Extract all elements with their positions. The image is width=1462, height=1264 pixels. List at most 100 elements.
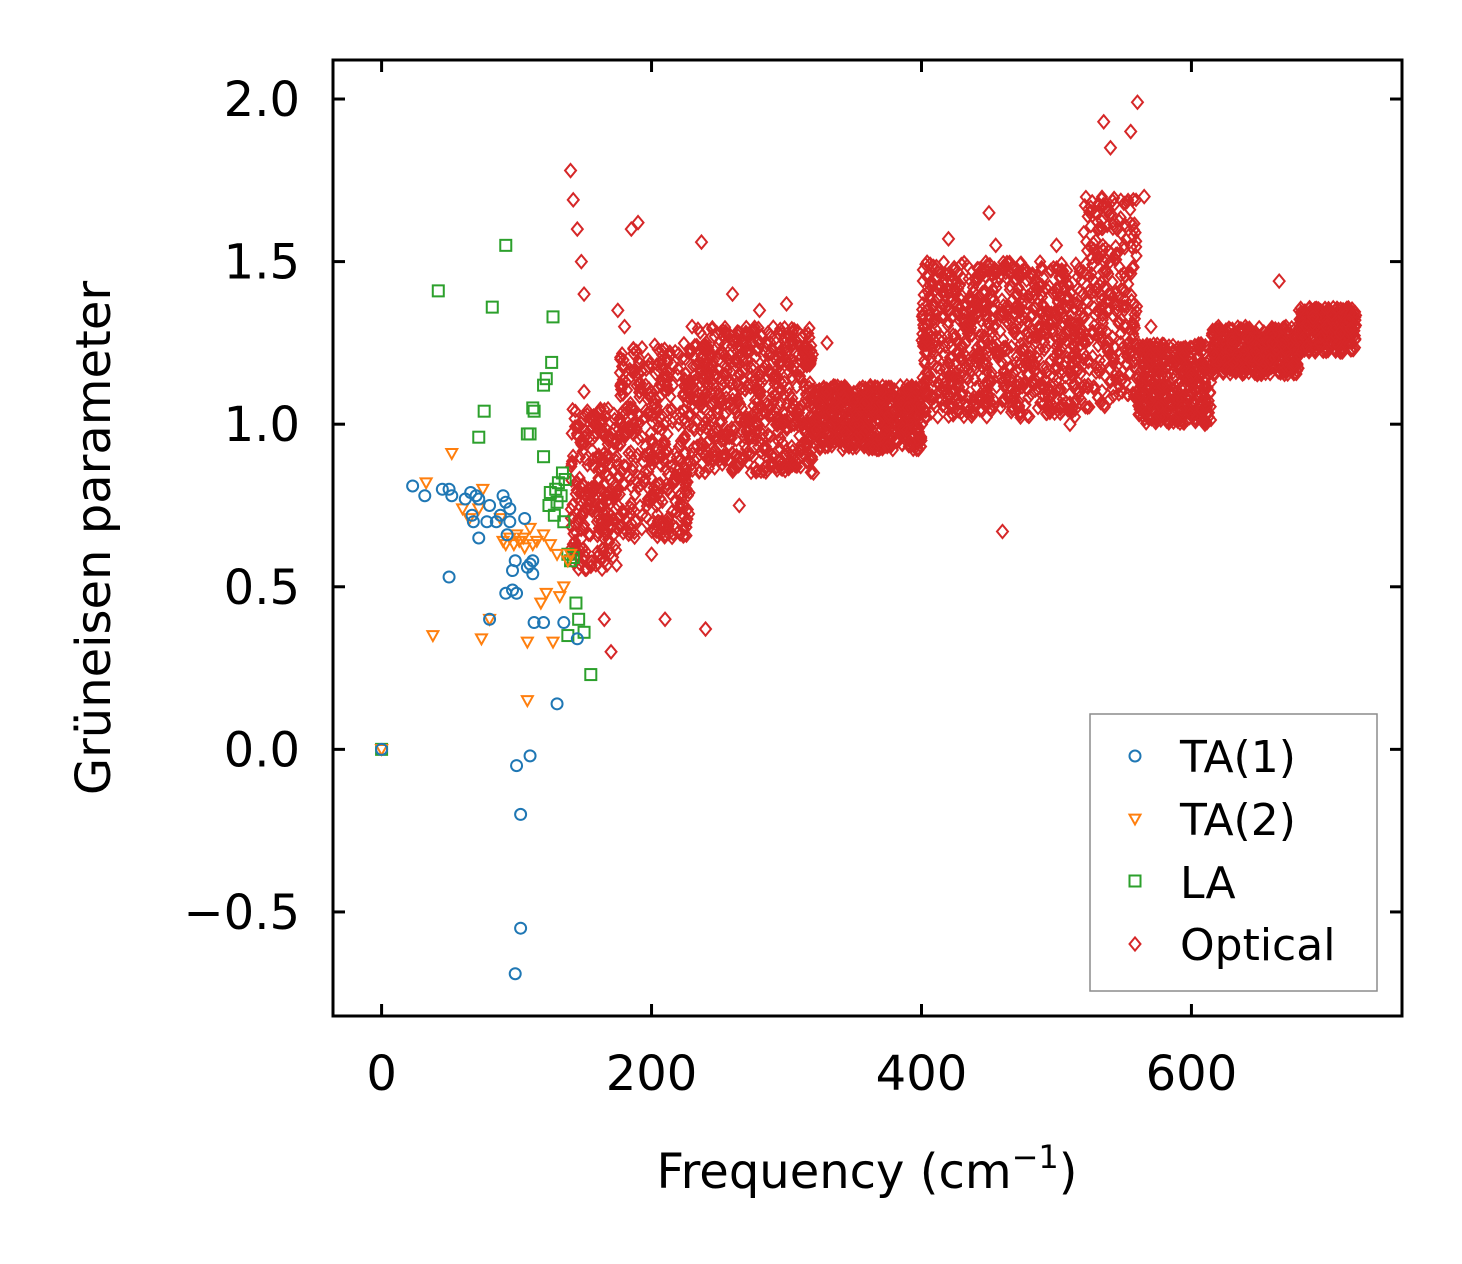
ta2-point [543, 539, 558, 553]
optical-point [904, 434, 917, 450]
optical-point [1059, 281, 1072, 297]
optical-point [847, 417, 861, 433]
legend-label-la: LA [1180, 858, 1236, 909]
optical-point [1123, 123, 1138, 140]
optical-point [919, 256, 932, 272]
optical-point [928, 297, 942, 313]
ta1-point [465, 508, 479, 522]
optical-point [614, 376, 628, 392]
optical-point [1079, 267, 1093, 283]
optical-point [925, 258, 939, 274]
optical-point [1093, 364, 1106, 380]
ta1-point [518, 511, 532, 525]
ta1-point [499, 495, 513, 509]
optical-point [644, 546, 659, 563]
optical-point [1026, 267, 1040, 283]
optical-point [904, 399, 917, 416]
optical-point [976, 264, 989, 280]
optical-point [1150, 339, 1163, 355]
optical-point [677, 335, 691, 351]
optical-point [1104, 206, 1118, 222]
optical-point [641, 445, 655, 461]
optical-point [574, 415, 588, 431]
optical-point [671, 416, 686, 433]
optical-point [635, 507, 649, 523]
optical-point [1207, 345, 1220, 361]
optical-point [1130, 248, 1143, 264]
optical-point [804, 464, 818, 480]
optical-point [570, 220, 585, 238]
optical-point [916, 262, 930, 278]
optical-point [749, 371, 763, 387]
optical-point [1287, 356, 1300, 372]
optical-point [1054, 397, 1068, 413]
optical-point [685, 318, 699, 335]
optical-point [979, 268, 992, 284]
legend-label-optical: Optical [1180, 920, 1335, 971]
optical-point [924, 405, 938, 421]
optical-point [1217, 331, 1230, 347]
optical-point [613, 428, 627, 444]
optical-point [966, 279, 980, 295]
optical-point [638, 471, 652, 487]
optical-point [820, 384, 833, 400]
optical-point [1329, 328, 1343, 344]
la-point [569, 596, 583, 610]
optical-point [1106, 289, 1119, 305]
optical-point [857, 396, 871, 412]
optical-point [686, 358, 700, 374]
optical-point [671, 361, 685, 377]
optical-point [1070, 295, 1084, 311]
optical-point [955, 350, 969, 368]
ta2-point [506, 539, 522, 553]
ta2-point [563, 548, 578, 562]
optical-point [602, 430, 615, 446]
optical-point [762, 364, 776, 380]
ta1-point [523, 749, 537, 763]
optical-point [834, 381, 847, 397]
optical-point [638, 409, 651, 425]
optical-point [914, 416, 929, 433]
ta1-point [418, 489, 432, 503]
optical-point [949, 370, 963, 386]
optical-point [995, 292, 1009, 308]
optical-point [1292, 360, 1305, 376]
optical-point [1088, 382, 1101, 398]
y-tick-label: 1.0 [224, 397, 300, 453]
optical-point [801, 341, 815, 357]
optical-point [931, 409, 945, 425]
optical-point [1279, 318, 1293, 335]
optical-point [602, 532, 615, 548]
optical-point [1060, 332, 1073, 348]
optical-point [782, 329, 796, 345]
y-tick-label: 1.5 [224, 235, 300, 291]
optical-point [1186, 408, 1200, 425]
optical-point [979, 254, 993, 270]
optical-point [731, 391, 744, 407]
optical-point [1236, 364, 1250, 380]
optical-point [574, 253, 589, 270]
optical-point [905, 377, 919, 394]
optical-point [1326, 299, 1340, 315]
x-axis-title: Frequency (cm−1) [656, 1138, 1077, 1200]
optical-point [974, 348, 987, 364]
optical-point [1154, 392, 1168, 409]
optical-point [1033, 254, 1047, 270]
optical-point [1134, 386, 1147, 403]
optical-point [673, 498, 686, 514]
optical-point [614, 388, 627, 404]
optical-point [685, 397, 699, 413]
optical-point [1019, 374, 1032, 390]
optical-point [1137, 188, 1151, 205]
optical-point [1027, 299, 1041, 315]
optical-point [705, 349, 718, 365]
optical-point [753, 423, 767, 439]
optical-point [1090, 204, 1104, 221]
optical-point [739, 409, 753, 425]
optical-point [1006, 365, 1020, 381]
optical-point [793, 350, 807, 368]
optical-point [634, 380, 647, 396]
optical-point [680, 465, 694, 481]
x-tick-label: 0 [366, 1046, 397, 1102]
optical-point [988, 237, 1003, 254]
